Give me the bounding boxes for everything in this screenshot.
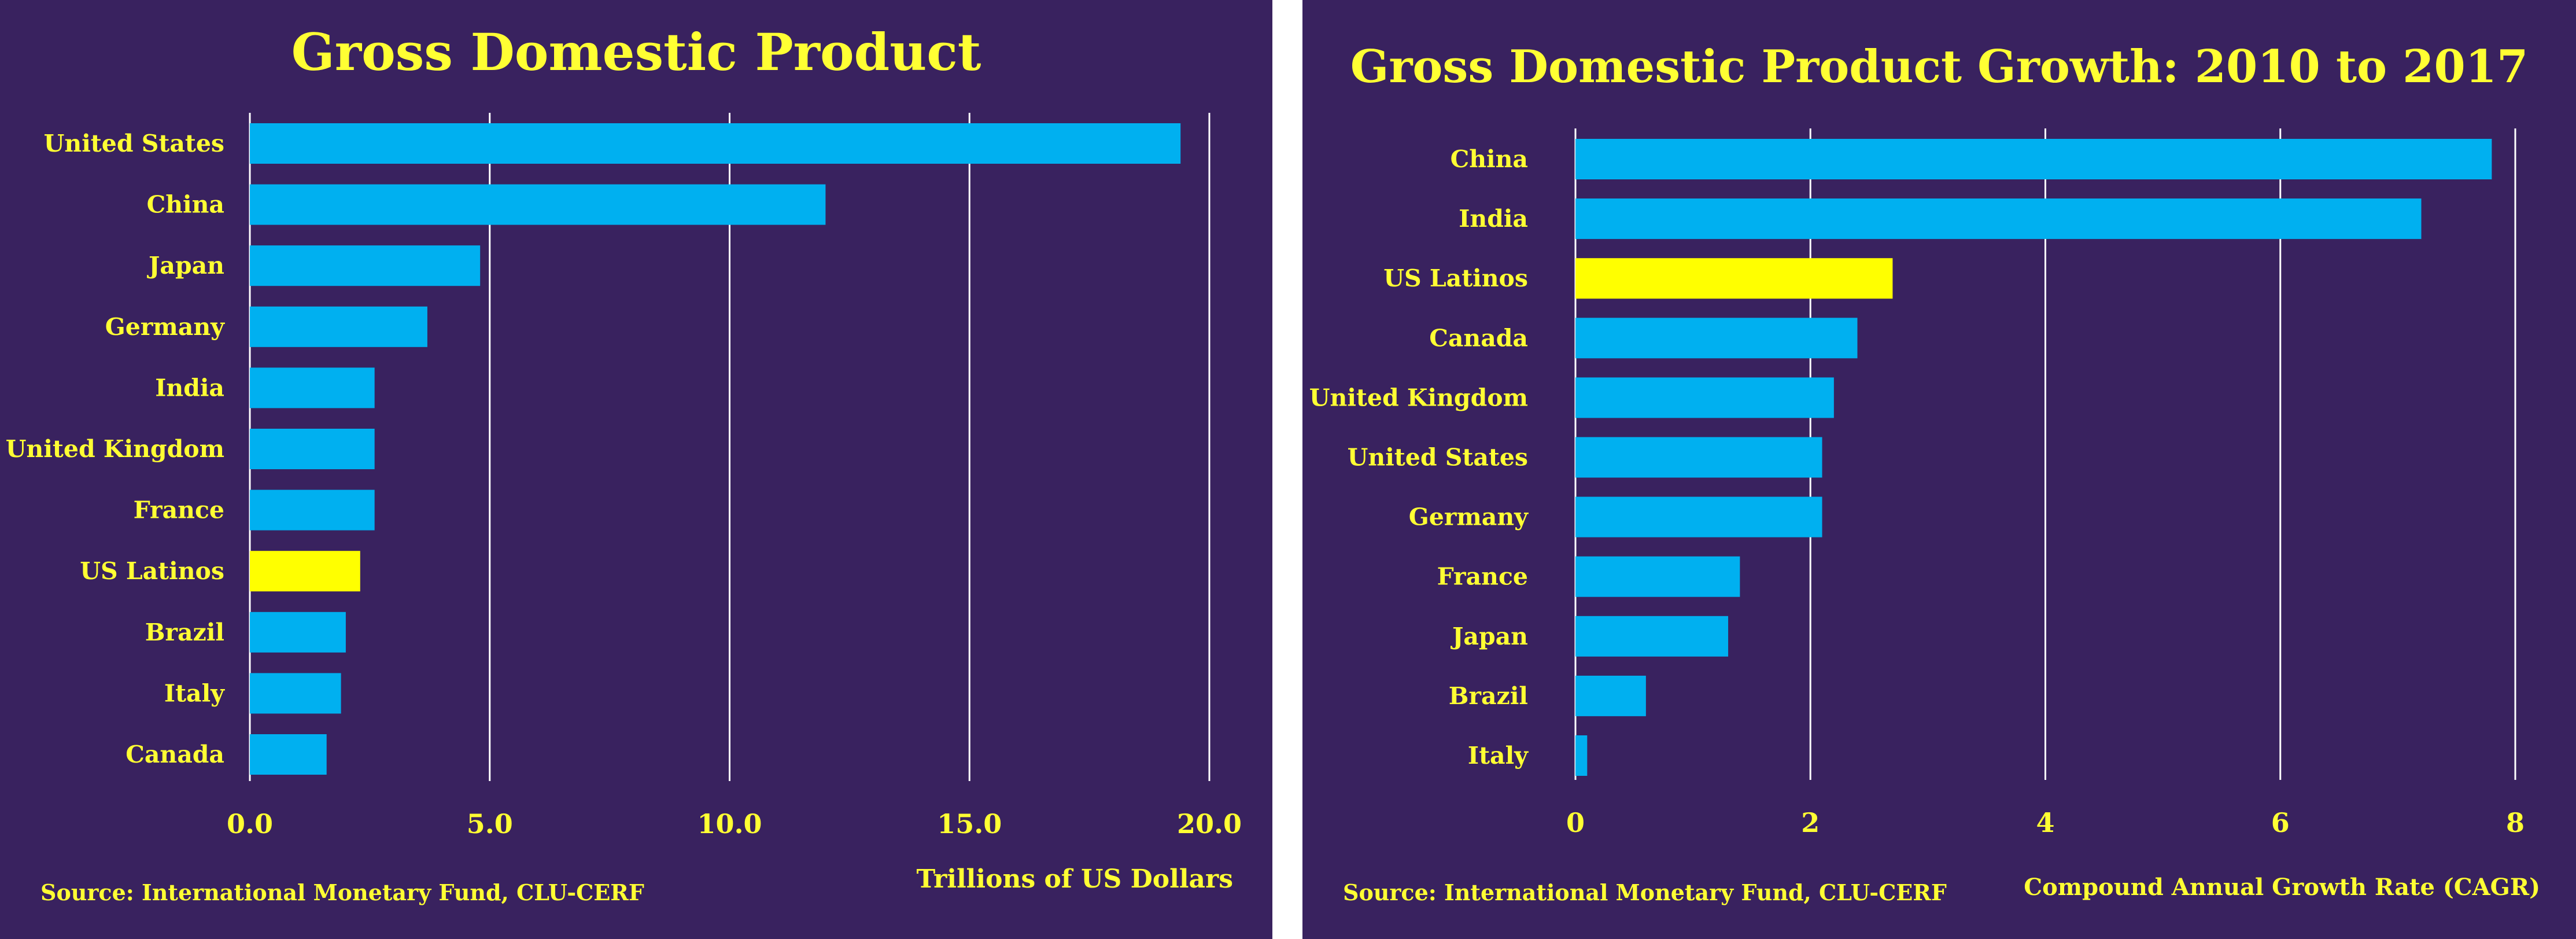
bar-india [1575,198,2422,240]
category-label: United Kingdom [1309,384,1528,411]
category-label: India [1459,205,1528,233]
category-label: United States [44,130,224,157]
bar-united-states [250,123,1181,164]
category-label: Germany [1409,503,1529,531]
category-label: US Latinos [1383,264,1528,292]
bar-india [250,367,375,408]
bar-italy [250,673,341,714]
bar-canada [250,734,327,775]
bar-japan [250,245,481,286]
x-tick-label: 0 [1566,807,1585,838]
category-label: Canada [126,741,224,768]
x-tick-label: 5.0 [467,808,513,839]
category-label: India [155,374,224,402]
category-label: France [1437,563,1528,591]
gdp-bar-chart: 0.0 5.0 10.0 15.0 20.0 United States China Japa… [6,113,1242,839]
gdp-growth-chart-panel: Gross Domestic Product Growth: 2010 to 2… [1302,0,2576,939]
x-tick-label: 0.0 [227,808,273,839]
bar-brazil [1575,675,1646,716]
bar-canada [1575,318,1858,359]
bar-us-latinos [1575,258,1893,299]
bar-germany [250,306,427,347]
bar-united-kingdom [1575,377,1834,418]
category-label: United States [1348,444,1528,472]
bar-china [1575,139,2492,179]
category-label: Brazil [1449,682,1528,710]
x-tick-label: 8 [2506,807,2525,838]
x-tick-label: 2 [1801,807,1820,838]
bar-us-latinos [250,551,360,592]
bar-italy [1575,735,1588,776]
bar-france [250,489,375,531]
x-tick-label: 15.0 [937,808,1002,839]
chart-title: Gross Domestic Product Growth: 2010 to 2… [1350,40,2529,93]
category-label: Germany [105,313,225,341]
bar-united-states [1575,437,1822,478]
category-label: France [134,496,224,524]
category-label: Italy [1468,742,1529,769]
x-tick-label: 6 [2271,807,2290,838]
x-axis-label: Trillions of US Dollars [916,864,1233,894]
category-label: United Kingdom [6,435,224,463]
bar-france [1575,556,1740,597]
x-axis-label: Compound Annual Growth Rate (CAGR) [2024,874,2540,901]
gdp-chart-panel: Gross Domestic Product 0.0 5.0 10.0 15.0 20.… [0,0,1272,939]
x-tick-label: 10.0 [697,808,762,839]
x-tick-label: 4 [2036,807,2054,838]
source-note: Source: International Monetary Fund, CLU… [40,879,644,905]
category-label: Italy [164,679,225,707]
category-label: China [147,191,224,219]
category-label: China [1451,145,1528,173]
category-label: Brazil [145,618,224,646]
category-label: Canada [1429,324,1528,352]
gdp-growth-bar-chart: 0 2 4 6 8 China India US Latinos Canada United Ki… [1309,128,2525,838]
bar-germany [1575,496,1822,537]
category-label: US Latinos [80,557,224,585]
category-label: Japan [1451,623,1528,650]
bar-japan [1575,616,1729,657]
source-note: Source: International Monetary Fund, CLU… [1343,879,1947,905]
bar-china [250,184,826,225]
chart-title: Gross Domestic Product [291,22,981,82]
category-label: Japan [147,252,224,279]
bar-united-kingdom [250,429,375,469]
x-tick-label: 20.0 [1177,808,1242,839]
bar-brazil [250,612,346,653]
